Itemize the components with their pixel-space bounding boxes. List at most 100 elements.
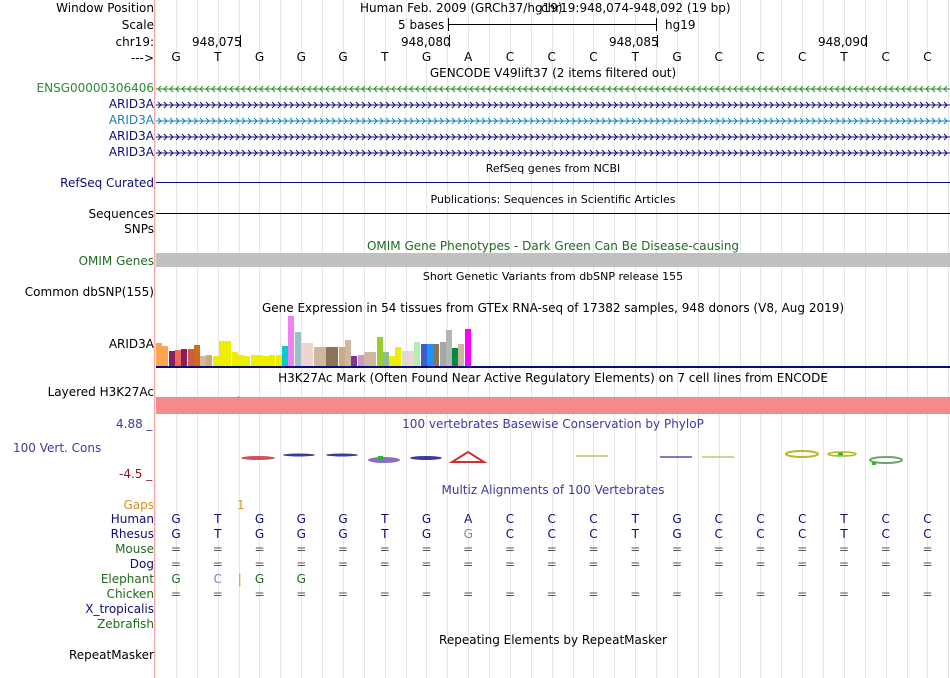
gtex-tissue-bar[interactable] — [458, 344, 464, 366]
multiz-species-label[interactable]: X_tropicalis — [85, 602, 154, 616]
gtex-tissue-bar[interactable] — [351, 356, 357, 366]
strand-chevron — [685, 101, 690, 109]
gtex-tissue-bar[interactable] — [251, 355, 257, 366]
gtex-tissue-bar[interactable] — [238, 355, 244, 366]
gtex-tissue-bar[interactable] — [225, 341, 231, 366]
dbsnp-label[interactable]: Common dbSNP(155) — [24, 285, 154, 299]
multiz-species-label[interactable]: Dog — [129, 557, 154, 571]
gtex-tissue-bar[interactable] — [377, 337, 383, 366]
gtex-tissue-bar[interactable] — [414, 342, 420, 366]
gencode-item-label[interactable]: ARID3A — [108, 129, 154, 143]
gtex-tissue-bar[interactable] — [200, 356, 206, 366]
gtex-tissue-bar[interactable] — [232, 352, 238, 366]
gtex-tissue-bar[interactable] — [440, 342, 446, 366]
strand-chevron — [223, 133, 228, 141]
omim-bar[interactable] — [156, 253, 950, 267]
gtex-tissue-bar[interactable] — [339, 347, 345, 366]
multiz-species-label[interactable]: Chicken — [106, 587, 154, 601]
gtex-tissue-bar[interactable] — [263, 356, 269, 366]
multiz-species-label[interactable]: Human — [110, 512, 154, 526]
refseq-line[interactable] — [156, 182, 950, 183]
omim-label[interactable]: OMIM Genes — [78, 254, 154, 268]
h3k27ac-title[interactable]: H3K27Ac Mark (Often Found Near Active Re… — [278, 371, 828, 385]
gtex-tissue-bar[interactable] — [295, 332, 301, 366]
gtex-tissue-bar[interactable] — [307, 343, 313, 366]
gencode-item-feature[interactable] — [156, 83, 950, 93]
gtex-tissue-bar[interactable] — [156, 343, 162, 366]
strand-label[interactable]: ---> — [130, 51, 154, 65]
multiz-species-label[interactable]: Rhesus — [110, 527, 154, 541]
gtex-tissue-bar[interactable] — [452, 348, 458, 366]
refseq-label[interactable]: RefSeq Curated — [60, 176, 154, 190]
gtex-tissue-bar[interactable] — [465, 329, 471, 366]
gtex-tissue-bar[interactable] — [433, 344, 439, 366]
gtex-tissue-bar[interactable] — [276, 355, 282, 366]
repeatmasker-title[interactable]: Repeating Elements by RepeatMasker — [439, 633, 667, 647]
refseq-title[interactable]: RefSeq genes from NCBI — [485, 162, 621, 175]
publications-title[interactable]: Publications: Sequences in Scientific Ar… — [430, 193, 676, 206]
snps-label[interactable]: SNPs — [124, 222, 154, 236]
gtex-tissue-bar[interactable] — [181, 349, 187, 366]
gtex-tissue-bar[interactable] — [194, 345, 200, 366]
publications-line[interactable] — [156, 213, 950, 214]
gencode-item-label[interactable]: ARID3A — [108, 113, 154, 127]
repeatmasker-label[interactable]: RepeatMasker — [68, 648, 154, 662]
grid-line — [385, 0, 386, 678]
multiz-species-label[interactable]: Elephant — [100, 572, 154, 586]
strand-chevron — [727, 149, 732, 157]
gtex-tissue-bar[interactable] — [213, 356, 219, 366]
gtex-tissue-bar[interactable] — [169, 351, 175, 366]
gtex-tissue-bar[interactable] — [188, 349, 194, 366]
gtex-tissue-bar[interactable] — [162, 346, 168, 366]
gtex-tissue-bar[interactable] — [206, 355, 212, 366]
gtex-tissue-bar[interactable] — [219, 341, 225, 366]
gtex-tissue-bar[interactable] — [320, 347, 326, 366]
gencode-item-feature[interactable] — [156, 115, 950, 125]
gtex-tissue-bar[interactable] — [370, 352, 376, 366]
gtex-tissue-bar[interactable] — [314, 347, 320, 366]
gencode-item-label[interactable]: ARID3A — [108, 145, 154, 159]
gtex-tissue-bar[interactable] — [446, 330, 452, 366]
sequences-label[interactable]: Sequences — [88, 207, 154, 221]
multiz-species-label[interactable]: Zebrafish — [97, 617, 154, 631]
gtex-tissue-bar[interactable] — [288, 316, 294, 366]
h3k27ac-signal[interactable] — [156, 397, 950, 414]
gtex-tissue-bar[interactable] — [301, 343, 307, 366]
gtex-tissue-bar[interactable] — [244, 356, 250, 366]
gtex-tissue-bar[interactable] — [402, 351, 408, 366]
phylop-label[interactable]: 100 Vert. Cons — [13, 441, 102, 455]
gtex-tissue-bar[interactable] — [395, 347, 401, 366]
gtex-tissue-bar[interactable] — [332, 347, 338, 366]
gencode-item-feature[interactable] — [156, 99, 950, 109]
gtex-tissue-bar[interactable] — [257, 355, 263, 366]
gencode-item-label[interactable]: ARID3A — [108, 97, 154, 111]
h3k27ac-label[interactable]: Layered H3K27Ac — [47, 385, 154, 399]
gtex-tissue-bar[interactable] — [389, 356, 395, 366]
gencode-title[interactable]: GENCODE V49lift37 (2 items filtered out) — [429, 66, 677, 80]
gtex-tissue-bar[interactable] — [326, 347, 332, 366]
gtex-tissue-bar[interactable] — [345, 340, 351, 366]
gtex-tissue-bar[interactable] — [358, 355, 364, 366]
gtex-tissue-bar[interactable] — [408, 351, 414, 366]
gencode-item-feature[interactable] — [156, 147, 950, 157]
gtex-tissue-bar[interactable] — [175, 350, 181, 366]
multiz-species-label[interactable]: Mouse — [115, 542, 154, 556]
strand-chevron — [427, 149, 432, 157]
phylop-title[interactable]: 100 vertebrates Basewise Conservation by… — [402, 417, 704, 431]
omim-title[interactable]: OMIM Gene Phenotypes - Dark Green Can Be… — [366, 239, 740, 253]
gtex-label[interactable]: ARID3A — [108, 337, 154, 351]
strand-chevron — [931, 101, 936, 109]
gtex-tissue-bar[interactable] — [269, 355, 275, 366]
gtex-tissue-bar[interactable] — [383, 352, 389, 366]
gtex-title[interactable]: Gene Expression in 54 tissues from GTEx … — [261, 301, 845, 315]
gtex-tissue-bar[interactable] — [364, 352, 370, 366]
dbsnp-title[interactable]: Short Genetic Variants from dbSNP releas… — [422, 270, 684, 283]
multiz-title[interactable]: Multiz Alignments of 100 Vertebrates — [441, 483, 665, 497]
gtex-tissue-bar[interactable] — [282, 346, 288, 366]
position-text[interactable]: chr19:948,074-948,092 (19 bp) — [541, 1, 731, 15]
gencode-item-label[interactable]: ENSG00000306406 — [36, 81, 154, 95]
phylop-signal[interactable] — [156, 446, 950, 472]
gtex-tissue-bar[interactable] — [421, 344, 427, 366]
gencode-item-feature[interactable] — [156, 131, 950, 141]
gtex-tissue-bar[interactable] — [427, 344, 433, 366]
